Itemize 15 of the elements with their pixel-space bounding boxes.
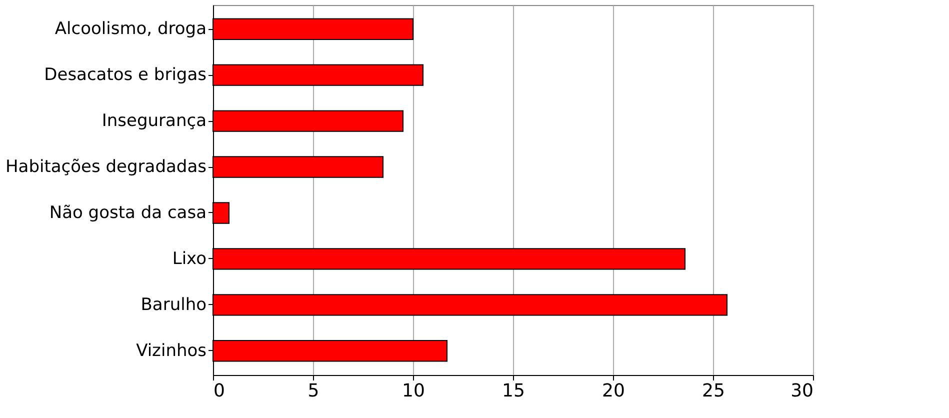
y-tick-label: Barulho (140, 294, 206, 315)
y-tick-label: Habitações degradadas (6, 157, 207, 178)
x-tick-label: 0 (214, 380, 225, 402)
y-tick-label: Lixo (172, 248, 206, 269)
y-tick-label: Desacatos e brigas (44, 65, 207, 86)
y-tick-label: Vizinhos (136, 340, 207, 361)
x-tick-label: 30 (790, 380, 814, 402)
x-tick-label: 20 (602, 380, 625, 402)
x-tick-label: 10 (402, 380, 425, 402)
y-tick-label: Alcoolismo, droga (54, 19, 206, 40)
x-tick-label: 15 (502, 380, 525, 402)
y-tick-label: Não gosta da casa (49, 202, 206, 223)
x-tick-label: 25 (702, 380, 725, 402)
y-tick-label: Insegurança (102, 111, 206, 132)
x-tick-label: 5 (308, 380, 320, 402)
